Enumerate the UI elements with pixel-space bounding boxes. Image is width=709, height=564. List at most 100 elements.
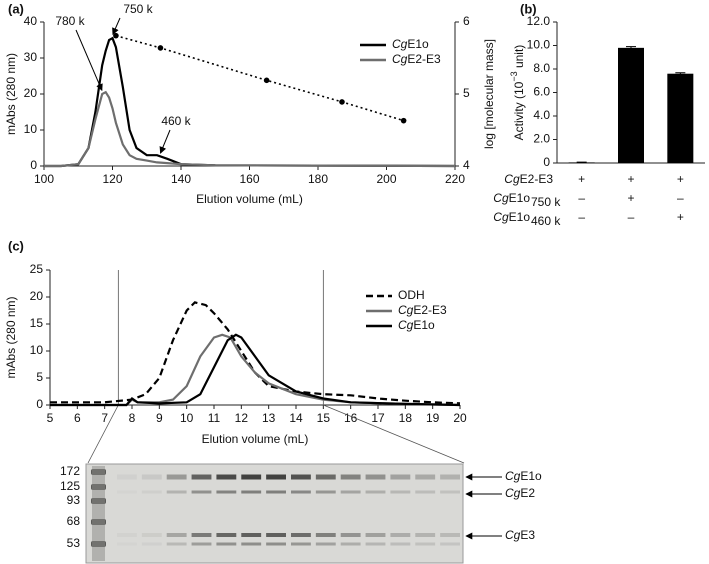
gel-band (390, 542, 411, 546)
gel-band (216, 474, 237, 480)
series-point (263, 77, 270, 84)
y-axis-label: mAbs (280 nm) (4, 296, 18, 378)
annotation-arrow (159, 129, 171, 154)
gel-band (191, 533, 212, 537)
y2-axis-label: log [molecular mass] (482, 39, 496, 149)
gel-band (166, 474, 187, 480)
y-tick-label: 40 (24, 14, 38, 28)
gel-band (390, 490, 411, 494)
gel-band (117, 533, 137, 537)
x-tick-label: 200 (376, 172, 396, 186)
row-cell: – (578, 210, 585, 224)
x-axis-label: Elution volume (mL) (202, 432, 309, 446)
gel-marker-label: 93 (67, 493, 81, 507)
gel-band (166, 542, 187, 546)
gel-marker-label: 53 (67, 536, 81, 550)
row-cell: + (677, 210, 684, 224)
y-tick-label: 25 (30, 262, 44, 276)
x-tick-label: 20 (453, 411, 467, 425)
legend-label: CgE2-E3 (398, 303, 447, 317)
row-cell: – (578, 191, 585, 205)
y2-tick-label: 6 (463, 14, 470, 28)
x-tick-label: 10 (180, 411, 194, 425)
gel-band (440, 533, 460, 537)
annotation-arrow (112, 17, 121, 36)
gel-band (340, 490, 361, 494)
row-cell: + (627, 172, 634, 186)
series-point (113, 32, 119, 39)
bar (568, 162, 595, 163)
row-label: CgE1o (493, 210, 530, 224)
x-tick-label: 18 (399, 411, 413, 425)
gel-band (365, 474, 386, 480)
gel-band (266, 542, 286, 546)
gel-band (117, 543, 137, 546)
gel-band (340, 542, 361, 546)
gel-band (365, 490, 386, 494)
series-line (115, 34, 404, 122)
y-tick-label: 10.0 (527, 38, 551, 52)
gel-band (266, 533, 286, 537)
gel-band (291, 542, 311, 546)
y-axis-label-part: −3 (509, 71, 519, 81)
gel-connector (323, 404, 465, 464)
gel-band (315, 474, 336, 480)
row-cell: + (677, 172, 684, 186)
x-tick-label: 15 (317, 411, 331, 425)
y-tick-label: 20 (24, 86, 38, 100)
gel-band (117, 491, 137, 494)
y-tick-label: 12.0 (527, 14, 551, 28)
x-tick-label: 8 (129, 411, 136, 425)
panel-label: (c) (8, 238, 24, 253)
gel-band (415, 474, 436, 480)
gel-marker-label: 68 (67, 514, 81, 528)
series-line (50, 301, 461, 405)
legend-label: CgE2-E3 (392, 52, 441, 66)
row-cell: – (677, 191, 684, 205)
gel-marker-smear (92, 466, 105, 561)
x-tick-label: 140 (171, 172, 191, 186)
gel-background (85, 463, 464, 564)
gel-band (117, 474, 137, 480)
bar (667, 73, 694, 163)
gel-band (340, 533, 361, 537)
y-tick-label: 5 (36, 370, 43, 384)
x-tick-label: 14 (289, 411, 303, 425)
y-tick-label: 0 (30, 158, 37, 172)
row-label: CgE2-E3 (504, 172, 553, 186)
gel-connector (87, 404, 119, 464)
row-label-subscript: 460 k (531, 214, 561, 228)
y-axis-label-part: Activity (10 (512, 81, 526, 140)
gel-band (291, 490, 311, 494)
row-label: CgE1o (493, 191, 530, 205)
gel-band (216, 490, 237, 494)
x-tick-label: 12 (235, 411, 249, 425)
gel-band (365, 542, 386, 546)
legend-label: ODH (398, 288, 425, 302)
gel-band (191, 490, 212, 494)
annotation: 750 k (123, 2, 153, 16)
gel-band (390, 474, 411, 480)
gel-band-label: CgE3 (505, 528, 535, 542)
y2-tick-label: 5 (463, 86, 470, 100)
series-point (400, 117, 407, 124)
gel-band (141, 533, 162, 537)
gel-band (191, 474, 212, 480)
gel-band (340, 474, 361, 480)
gel-band (241, 474, 262, 480)
annotation-arrow (75, 29, 103, 92)
row-cell: + (627, 191, 634, 205)
series-point (339, 99, 345, 105)
gel-band (266, 490, 286, 494)
x-tick-label: 19 (426, 411, 440, 425)
panel-label: (a) (8, 1, 24, 16)
y-tick-label: 10 (30, 343, 44, 357)
row-cell: – (628, 210, 635, 224)
x-tick-label: 5 (47, 411, 54, 425)
gel-band (241, 542, 262, 546)
gel-band (315, 533, 336, 537)
gel-band (291, 533, 311, 537)
bar (618, 47, 644, 163)
gel-band (315, 490, 336, 494)
